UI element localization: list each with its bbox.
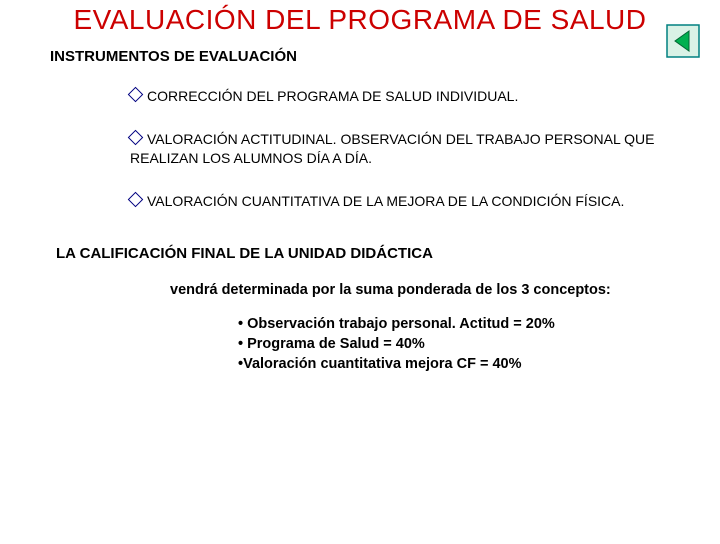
bullet-item: VALORACIÓN CUANTITATIVA DE LA MEJORA DE …	[130, 192, 692, 211]
bullet-text: VALORACIÓN ACTITUDINAL. OBSERVACIÓN DEL …	[130, 131, 655, 166]
diamond-bullet-icon	[128, 192, 144, 208]
bullet-text: VALORACIÓN CUANTITATIVA DE LA MEJORA DE …	[147, 193, 624, 209]
bullet-item: CORRECCIÓN DEL PROGRAMA DE SALUD INDIVID…	[130, 87, 692, 106]
bullet-item: VALORACIÓN ACTITUDINAL. OBSERVACIÓN DEL …	[130, 130, 692, 168]
diamond-bullet-icon	[128, 87, 144, 103]
weighted-item: • Observación trabajo personal. Actitud …	[238, 314, 720, 334]
weighted-item: • Programa de Salud = 40%	[238, 334, 720, 354]
weighted-item: •Valoración cuantitativa mejora CF = 40%	[238, 354, 720, 374]
section-subtitle: INSTRUMENTOS DE EVALUACIÓN	[50, 48, 720, 65]
final-heading: LA CALIFICACIÓN FINAL DE LA UNIDAD DIDÁC…	[56, 245, 720, 262]
back-icon[interactable]	[666, 24, 700, 58]
bullet-text: CORRECCIÓN DEL PROGRAMA DE SALUD INDIVID…	[147, 88, 518, 104]
final-subheading: vendrá determinada por la suma ponderada…	[170, 282, 720, 298]
weighted-list: • Observación trabajo personal. Actitud …	[238, 314, 720, 375]
diamond-bullet-icon	[128, 130, 144, 146]
page-title: EVALUACIÓN DEL PROGRAMA DE SALUD	[60, 4, 660, 36]
